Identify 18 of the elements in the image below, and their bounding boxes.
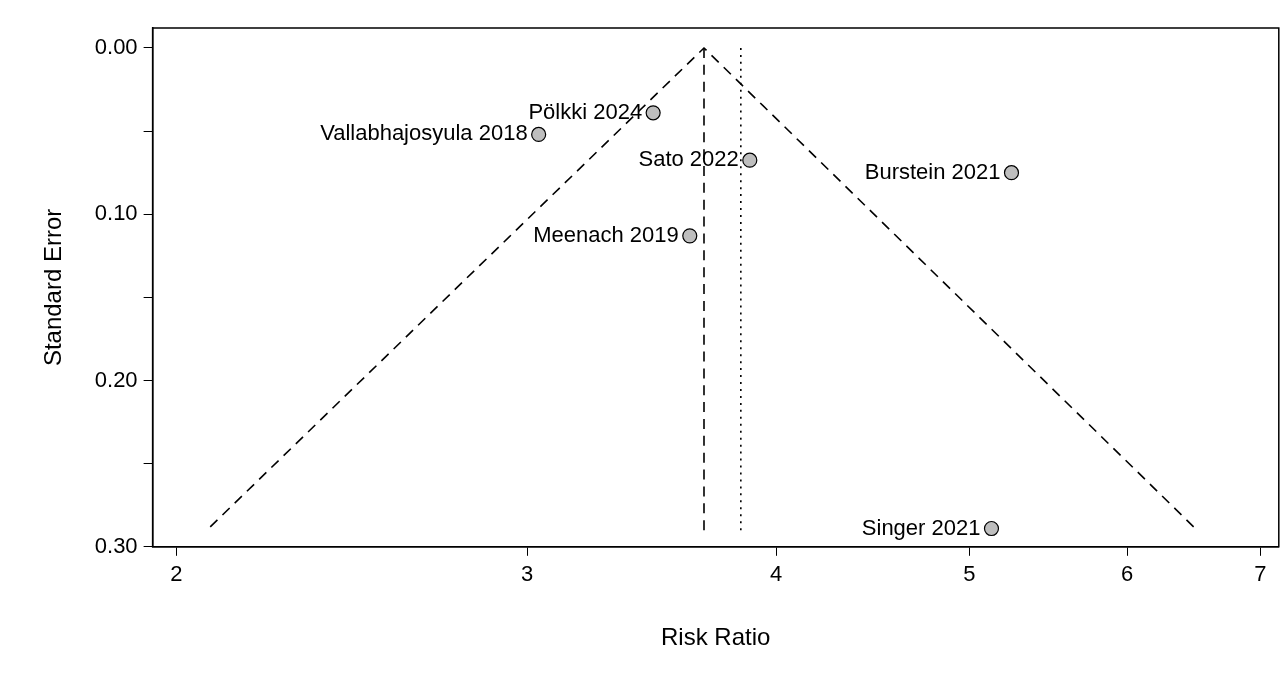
y-tick-label: 0.20 [94,366,138,392]
annotation: Vallabhajosyula 2018 [320,120,528,146]
y-tick-label: 0.30 [94,532,138,558]
x-tick-label: 5 [963,561,976,587]
annotation: Meenach 2019 [533,221,679,247]
x-axis-title: Risk Ratio [661,623,771,651]
annotation: Pölkki 2024 [528,98,643,124]
y-axis-title: Standard Error [39,208,67,367]
annotation: Sato 2022 [638,146,739,172]
x-tick-label: 3 [521,561,534,587]
annotation: Burstein 2021 [864,158,1001,184]
annotation: Singer 2021 [861,514,981,540]
x-tick-label: 6 [1120,561,1134,587]
y-tick-label: 0.00 [94,34,138,60]
y-tick-label: 0.10 [94,200,138,226]
x-tick-label: 4 [770,561,783,587]
x-tick-label: 2 [170,561,183,587]
x-tick-label: 7 [1254,561,1267,587]
